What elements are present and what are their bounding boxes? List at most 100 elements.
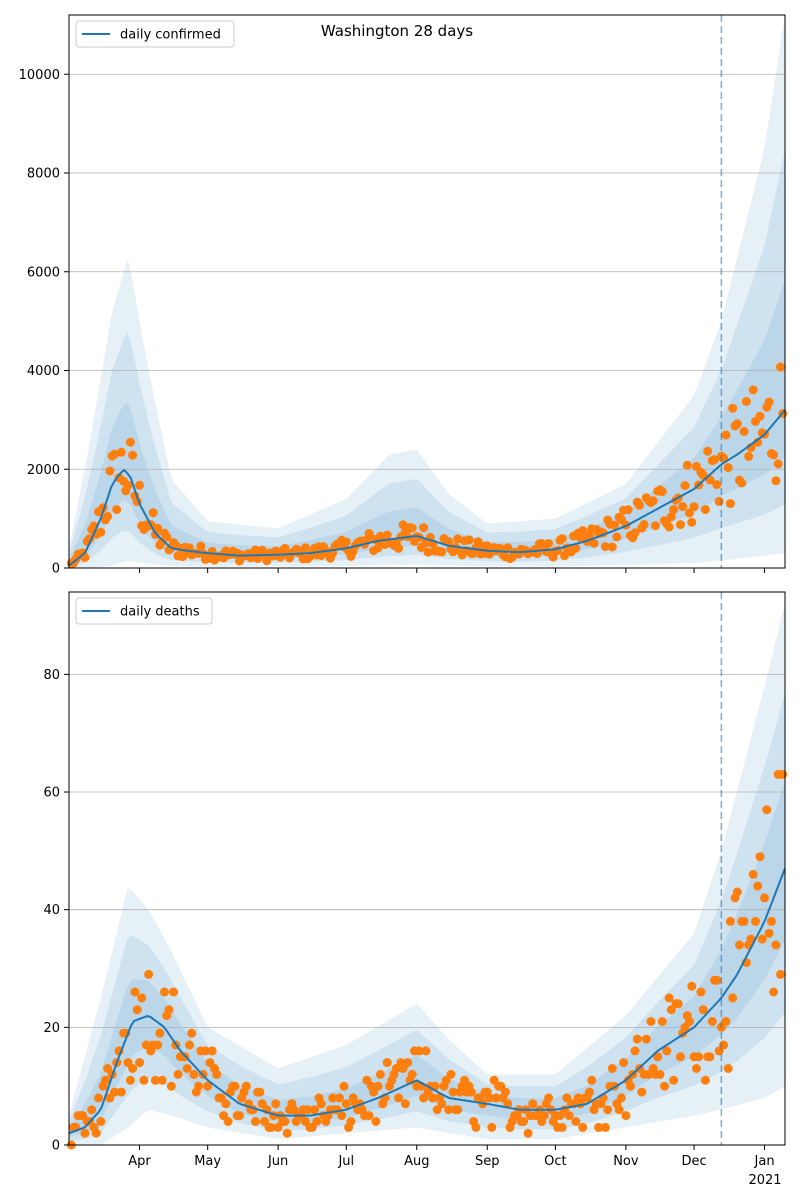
deaths-data-point <box>266 1122 276 1132</box>
confirmed-data-point <box>623 505 633 515</box>
deaths-data-point <box>110 1087 119 1097</box>
deaths-data-point <box>723 1064 733 1073</box>
confirmed-data-point <box>419 523 429 533</box>
deaths-data-point <box>100 1075 110 1085</box>
deaths-data-point <box>776 969 785 979</box>
deaths-data-point <box>444 1105 454 1115</box>
deaths-data-point <box>616 1093 626 1103</box>
deaths-data-point <box>371 1117 381 1126</box>
deaths-data-point <box>446 1069 456 1079</box>
confirmed-data-point <box>110 449 119 459</box>
deaths-xtick-label: Aug <box>404 1154 429 1169</box>
confirmed-data-point <box>153 523 163 533</box>
deaths-data-point <box>687 981 697 991</box>
confirmed-legend-box <box>75 20 235 48</box>
deaths-data-point <box>755 852 765 862</box>
confirmed-data-point <box>664 522 674 532</box>
deaths-data-point <box>453 1105 463 1115</box>
deaths-band-1 <box>69 603 785 1145</box>
confirmed-data-point <box>196 541 206 551</box>
deaths-data-point <box>96 1117 106 1126</box>
deaths-data-point <box>707 1017 717 1026</box>
deaths-data-point <box>166 1081 176 1091</box>
confirmed-data-point <box>630 528 640 538</box>
deaths-data-point <box>751 916 760 926</box>
confirmed-data-point <box>769 450 779 460</box>
confirmed-data-point <box>394 543 404 553</box>
deaths-data-point <box>144 969 154 979</box>
deaths-data-point <box>373 1081 383 1091</box>
confirmed-data-point <box>728 403 738 413</box>
confirmed-y-axis: 0 2000 4000 6000 8000 10000 <box>19 68 69 577</box>
confirmed-data-point <box>585 531 594 541</box>
confirmed-data-point <box>407 523 417 533</box>
deaths-data-point <box>316 1099 326 1109</box>
deaths-data-point <box>203 1081 213 1091</box>
deaths-data-point <box>637 1087 647 1097</box>
deaths-data-point <box>685 1017 694 1026</box>
deaths-data-point <box>428 1093 438 1103</box>
confirmed-data-point <box>437 547 447 557</box>
deaths-data-point <box>753 881 763 891</box>
deaths-data-point <box>655 1069 665 1079</box>
deaths-data-point <box>160 987 169 997</box>
deaths-data-point <box>155 1028 165 1038</box>
deaths-data-point <box>339 1081 349 1091</box>
confirmed-data-point <box>125 437 135 447</box>
deaths-data-point <box>500 1087 510 1097</box>
deaths-data-point <box>748 869 758 879</box>
deaths-data-point <box>153 1040 163 1050</box>
confirmed-data-point <box>398 520 408 530</box>
deaths-data-point <box>335 1093 344 1103</box>
confirmed-data-point <box>685 508 694 518</box>
confirmed-data-point <box>112 505 122 515</box>
deaths-data-point <box>503 1099 513 1109</box>
confirmed-data-point <box>96 527 106 537</box>
deaths-data-point <box>280 1117 290 1126</box>
deaths-data-point <box>250 1117 260 1126</box>
confirmed-ytick-label: 10000 <box>19 68 60 83</box>
confirmed-data-point <box>721 430 731 440</box>
confirmed-x-axis-ticks <box>138 568 766 573</box>
deaths-ytick-label: 80 <box>43 668 60 683</box>
confirmed-data-point <box>262 556 272 566</box>
deaths-data-point <box>182 1064 192 1073</box>
deaths-data-point <box>303 1105 313 1115</box>
deaths-data-point <box>673 999 683 1009</box>
confirmed-data-point <box>669 505 679 515</box>
confirmed-data-point <box>739 426 749 436</box>
deaths-data-point <box>778 769 788 779</box>
confirmed-data-point <box>544 539 554 548</box>
confirmed-legend: daily confirmed <box>75 20 235 48</box>
deaths-data-point <box>641 1034 651 1044</box>
deaths-data-point <box>607 1064 617 1073</box>
confirmed-legend-label: daily confirmed <box>120 28 221 43</box>
confirmed-data-point <box>771 476 781 486</box>
deaths-data-point <box>414 1046 424 1056</box>
deaths-data-point <box>382 1058 392 1068</box>
deaths-data-point <box>571 1117 581 1126</box>
deaths-data-point <box>578 1122 588 1132</box>
deaths-data-point <box>230 1081 240 1091</box>
deaths-data-point <box>630 1046 640 1056</box>
deaths-data-point <box>407 1069 417 1079</box>
confirmed-data-point <box>678 502 688 512</box>
figure-title: Washington 28 days <box>321 22 473 40</box>
confirmed-data-point <box>650 521 660 531</box>
confirmed-ytick-label: 8000 <box>27 167 60 182</box>
confirmed-data-point <box>764 397 774 407</box>
deaths-data-point <box>94 1093 103 1103</box>
deaths-data-point <box>466 1087 476 1097</box>
deaths-data-point <box>746 934 756 944</box>
deaths-data-point <box>760 893 769 903</box>
deaths-data-point <box>662 1046 672 1056</box>
deaths-data-point <box>614 1105 624 1115</box>
deaths-plot-frame <box>68 591 786 1146</box>
deaths-data-point <box>762 805 772 815</box>
confirmed-data-point <box>123 480 133 490</box>
deaths-data-point <box>128 1064 138 1073</box>
deaths-data-point <box>539 1111 549 1121</box>
confirmed-data-point <box>682 460 692 470</box>
deaths-data-point <box>694 1052 704 1062</box>
deaths-data-point <box>400 1099 410 1109</box>
